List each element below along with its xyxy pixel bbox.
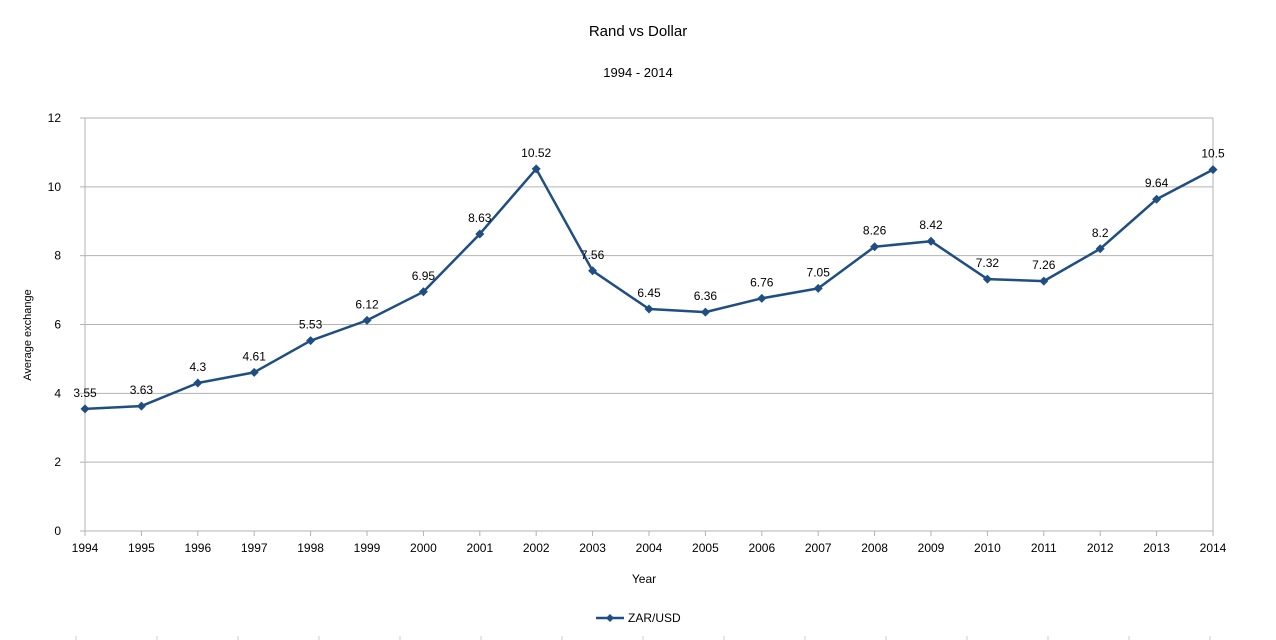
data-point-marker (588, 266, 598, 276)
data-label: 3.63 (130, 383, 154, 397)
data-point-marker (418, 287, 428, 297)
x-tick-label: 2005 (692, 541, 719, 555)
data-point-marker (813, 283, 823, 293)
data-label: 8.42 (919, 218, 943, 232)
x-tick-label: 2003 (579, 541, 606, 555)
x-tick-label: 2001 (466, 541, 493, 555)
bottom-edge-ticks (75, 636, 1211, 640)
data-label: 6.95 (412, 269, 436, 283)
data-point-marker (982, 274, 992, 284)
data-point-marker (306, 336, 316, 346)
data-labels: 3.55 3.63 4.3 4.61 5.53 6.12 6.95 8.63 10.52 7.56… (73, 146, 1225, 400)
y-axis-label: Average exchange (22, 289, 34, 381)
data-point-marker (193, 378, 203, 388)
data-point-marker (1095, 244, 1105, 254)
x-tick-label: 1995 (128, 541, 155, 555)
x-tick-label: 1994 (72, 541, 99, 555)
x-tick-labels: 1994 1995 1996 1997 1998 1999 2000 2001 2002 2003… (72, 541, 1227, 555)
x-tick-label: 2010 (974, 541, 1001, 555)
data-label: 10.52 (521, 146, 551, 160)
legend-marker-icon (606, 614, 614, 622)
x-tick-label: 2002 (523, 541, 550, 555)
x-tick-label: 2011 (1031, 541, 1057, 555)
legend: ZAR/USD (596, 611, 681, 625)
data-point-marker (1208, 165, 1218, 175)
data-label: 10.5 (1201, 147, 1225, 161)
chart-title: Rand vs Dollar (589, 23, 687, 40)
data-label: 4.3 (189, 360, 206, 374)
chart-subtitle: 1994 - 2014 (603, 65, 672, 80)
data-point-marker (362, 315, 372, 325)
data-point-marker (870, 242, 880, 252)
x-tick-label: 2000 (410, 541, 437, 555)
data-label: 3.55 (73, 386, 97, 400)
data-label: 8.2 (1092, 226, 1109, 240)
x-tick-label: 1999 (354, 541, 381, 555)
x-tick-label: 2014 (1200, 541, 1227, 555)
axes (80, 117, 1214, 536)
data-point-marker (80, 404, 90, 414)
y-tick-label: 10 (48, 180, 62, 194)
data-label: 6.36 (694, 289, 718, 303)
data-label: 7.26 (1032, 258, 1056, 272)
y-tick-label: 0 (54, 524, 61, 538)
x-tick-label: 1997 (241, 541, 268, 555)
x-tick-label: 2007 (805, 541, 832, 555)
y-tick-label: 12 (48, 111, 62, 125)
data-label: 6.45 (637, 286, 661, 300)
y-tick-label: 8 (54, 249, 61, 263)
x-axis-label: Year (632, 572, 656, 586)
data-point-marker (644, 304, 654, 314)
y-tick-label: 2 (54, 455, 61, 469)
data-label: 4.61 (243, 349, 267, 363)
data-point-marker (926, 236, 936, 246)
series-zar-usd (80, 164, 1218, 414)
x-tick-label: 2009 (918, 541, 945, 555)
data-point-marker (700, 307, 710, 317)
data-label: 9.64 (1145, 176, 1169, 190)
data-label: 6.76 (750, 275, 774, 289)
x-tick-label: 2006 (748, 541, 775, 555)
data-point-marker (1152, 194, 1162, 204)
gridlines (85, 117, 1213, 463)
data-label: 7.32 (976, 256, 1000, 270)
x-tick-label: 2012 (1087, 541, 1114, 555)
data-point-marker (757, 293, 767, 303)
legend-label: ZAR/USD (628, 611, 681, 625)
y-tick-label: 4 (54, 386, 61, 400)
data-label: 8.26 (863, 224, 887, 238)
x-tick-label: 2004 (636, 541, 663, 555)
x-tick-label: 2008 (861, 541, 888, 555)
y-tick-labels: 0 2 4 6 8 10 12 (48, 111, 62, 538)
x-tick-label: 2013 (1143, 541, 1170, 555)
y-tick-label: 6 (54, 318, 61, 332)
data-point-marker (136, 401, 146, 411)
data-point-marker (1039, 276, 1049, 286)
data-label: 5.53 (299, 318, 323, 332)
data-label: 8.63 (468, 211, 492, 225)
data-label: 7.05 (807, 265, 831, 279)
data-point-marker (475, 229, 485, 239)
data-point-marker (249, 367, 259, 377)
data-label: 6.12 (355, 297, 379, 311)
data-label: 7.56 (581, 248, 605, 262)
data-point-marker (531, 164, 541, 174)
x-tick-label: 1998 (297, 541, 324, 555)
x-tick-label: 1996 (184, 541, 211, 555)
